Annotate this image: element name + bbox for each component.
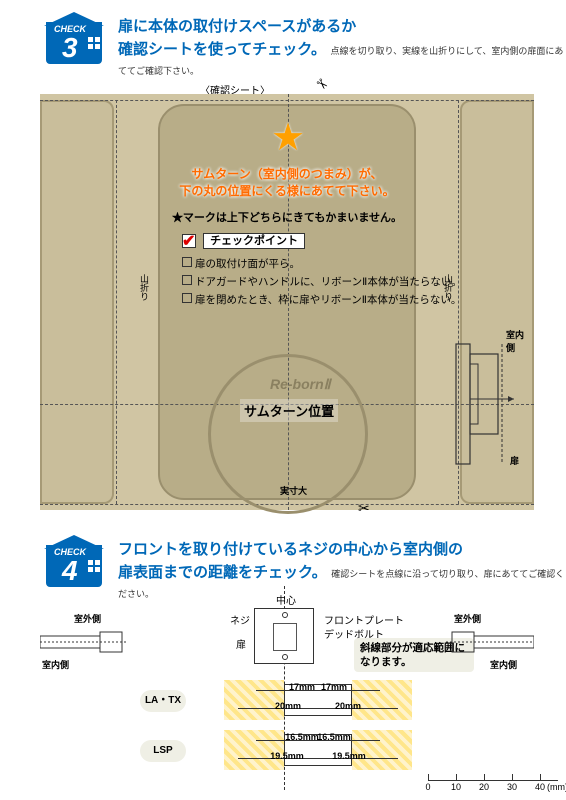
actual-size-label: 実寸大: [280, 484, 307, 497]
check3-heading-line2: 確認シートを使ってチェック。: [118, 41, 326, 58]
check3-badge-num: 3: [62, 32, 78, 64]
front-plate: [254, 608, 314, 664]
door-label: 扉: [510, 454, 519, 467]
check4-diagram: 中心 ネジ 扉 フロントプレート デッドボルト 斜線部分が適応範囲になります。 …: [40, 592, 534, 792]
star-icon: ★: [268, 118, 308, 158]
check3-badge: CHECK 3: [46, 22, 106, 72]
thumbturn-label: サムターン位置: [240, 399, 338, 422]
check3-heading-line1: 扉に本体の取付けスペースがあるか: [118, 16, 566, 39]
checkbox-icon: [182, 275, 192, 285]
front-plate-label: フロントプレート: [324, 612, 404, 627]
checkpoint-label: チェックポイント: [203, 233, 305, 249]
check4-heading-line2: 扉表面までの距離をチェック。: [118, 564, 327, 581]
door-label: 扉: [236, 636, 246, 651]
latx-tag: LA・TX: [140, 690, 186, 712]
door-cross-right: 室外側 室内側: [446, 612, 534, 672]
checkbox-icon: [182, 293, 192, 303]
check3-heading: 扉に本体の取付けスペースがあるか 確認シートを使ってチェック。 点線を切り取り、…: [118, 16, 566, 79]
checkbox-icon: [182, 257, 192, 267]
door-cross-left: 室外側 室内側: [40, 612, 128, 672]
scissors-icon: ✂: [358, 500, 370, 517]
screw-label: ネジ: [230, 612, 250, 627]
check4-heading-line1: フロントを取り付けているネジの中心から室内側の: [118, 539, 566, 562]
orange-instruction: サムターン（室内側のつまみ）が、 下の丸の位置にくる様にあてて下さい。: [170, 166, 404, 200]
checklist: 扉の取付け面が平ら。 ドアガードやハンドルに、リボーンⅡ本体が当たらない。 扉を…: [182, 256, 462, 310]
side-diagram: 室内側 扉: [446, 324, 532, 474]
lsp-tag: LSP: [140, 740, 186, 762]
checkbox-checked-icon: [182, 234, 196, 248]
fold-label-right: 山折り: [442, 274, 455, 301]
room-side-label: 室内側: [506, 328, 532, 354]
fold-label-left: 山折り: [138, 274, 151, 301]
reborn-logo: Re-bornⅡ: [270, 376, 331, 393]
ruler: 0 10 20 30 40 (mm): [428, 768, 566, 792]
check3-diagram: ★ サムターン（室内側のつまみ）が、 下の丸の位置にくる様にあてて下さい。 ★マ…: [40, 94, 534, 510]
check4-badge-num: 4: [62, 555, 78, 587]
star-note: ★マークは上下どちらにきてもかまいません。: [170, 209, 404, 225]
checkpoint-header: チェックポイント: [182, 232, 305, 248]
left-panel: [40, 100, 114, 504]
check4-badge: CHECK 4: [46, 545, 106, 595]
range-row-lsp: LSP 16.5mm 16.5mm 19.5mm 19.5mm: [140, 730, 440, 770]
range-row-latx: LA・TX 17mm 17mm 20mm 20mm: [140, 680, 440, 720]
center-label: 中心: [276, 592, 296, 607]
